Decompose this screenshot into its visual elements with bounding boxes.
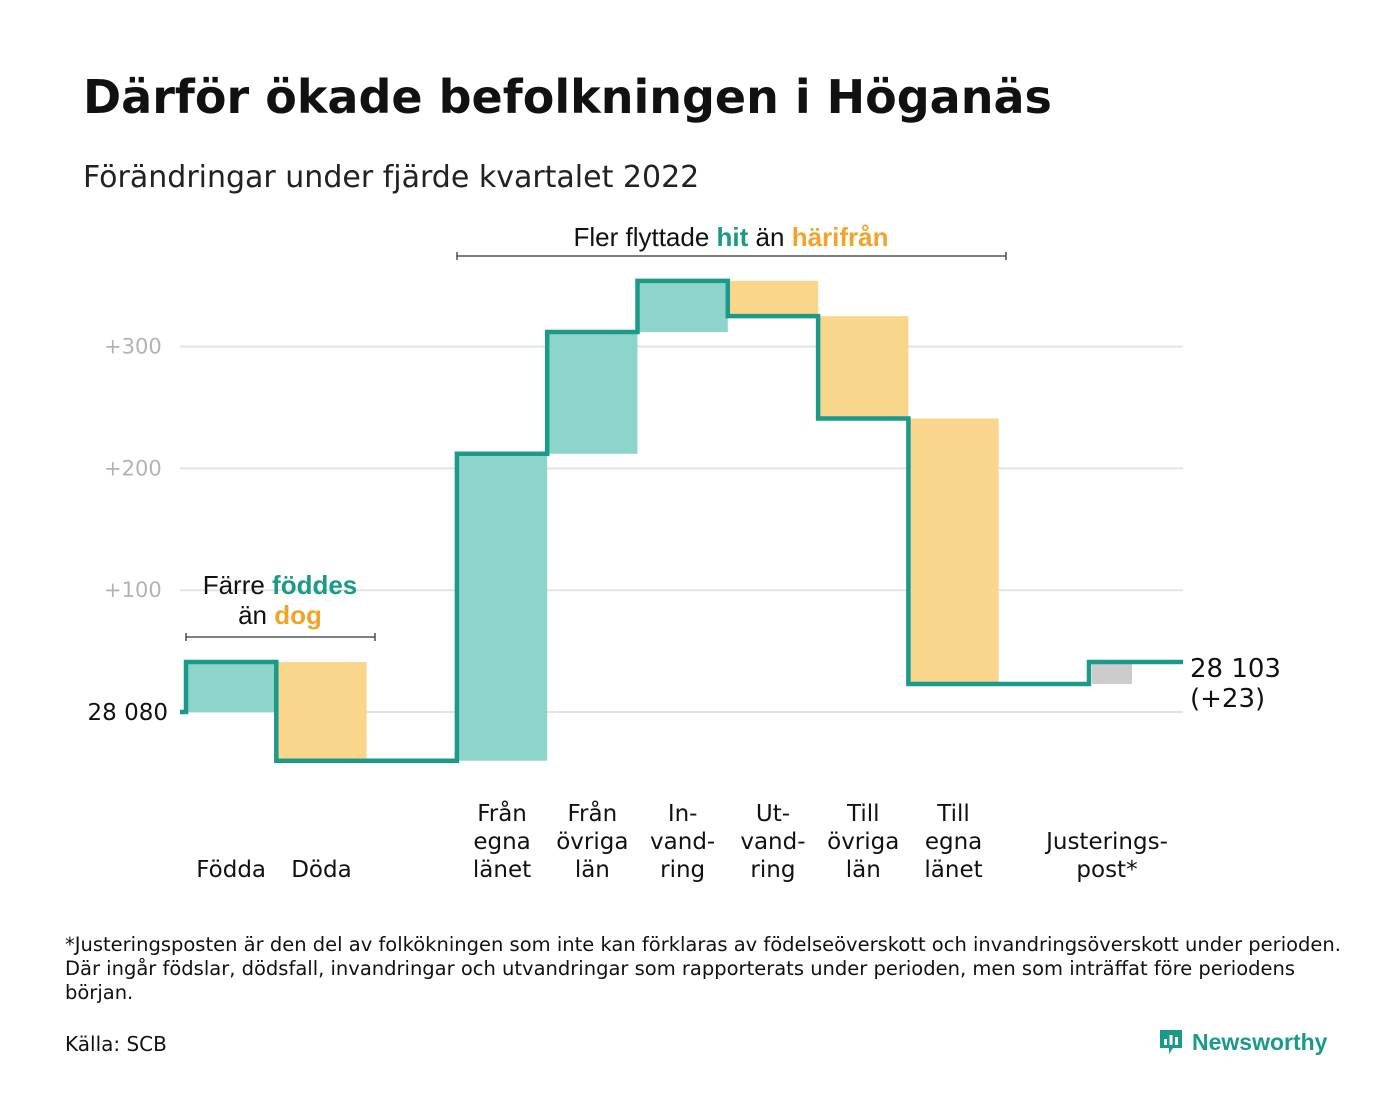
category-label: ring xyxy=(750,857,795,883)
brand-logo: Newsworthy xyxy=(1158,1027,1327,1057)
y-tick-label: +300 xyxy=(104,335,162,359)
bar-decrease xyxy=(276,662,367,761)
births-annotation-line1: Färre föddes xyxy=(203,570,358,600)
bar-increase xyxy=(637,280,728,332)
footnote: *Justeringsposten är den del av folkökni… xyxy=(65,933,1341,1004)
chart-subtitle: Förändringar under fjärde kvartalet 2022 xyxy=(83,160,700,195)
y-tick-label: +200 xyxy=(104,456,162,480)
bar-decrease xyxy=(727,280,819,317)
category-labels: Födda DödaFrånegnalänetFrånövrigalänIn-va… xyxy=(196,799,1168,883)
category-label: vand- xyxy=(650,829,715,855)
brand-name: Newsworthy xyxy=(1192,1028,1328,1055)
category-label: Till xyxy=(846,801,880,827)
bar-increase xyxy=(456,453,548,761)
bar-increase xyxy=(547,331,638,454)
bar-adjustment xyxy=(1092,662,1132,684)
y-tick-label: +100 xyxy=(104,578,162,602)
category-label: övriga xyxy=(827,829,899,855)
step-line xyxy=(180,278,1183,763)
category-label: län xyxy=(575,857,610,883)
moves-bracket xyxy=(456,252,1007,260)
births-annotation-line2: än dog xyxy=(238,600,322,630)
start-value-label: 28 080 xyxy=(88,700,168,726)
end-value-label: 28 103 xyxy=(1190,654,1281,684)
births-bracket xyxy=(185,633,376,641)
category-label: Justerings- xyxy=(1044,829,1168,855)
category-label: In- xyxy=(668,801,698,827)
moves-annotation: Fler flyttade hit än härifrån xyxy=(573,222,888,252)
bar-decrease xyxy=(818,316,909,419)
chart-title: Därför ökade befolkningen i Höganäs xyxy=(83,70,1052,124)
category-label: Från xyxy=(568,799,618,827)
category-label: egna xyxy=(925,829,982,855)
category-label: Ut- xyxy=(756,801,790,827)
category-label: Födda xyxy=(196,857,266,883)
cumulative-step-line xyxy=(180,278,1183,763)
category-label: ring xyxy=(660,857,705,883)
category-label: länet xyxy=(924,857,982,883)
waterfall-chart: +100+200+300 Födda DödaFrånegnalänetFrånö… xyxy=(88,222,1281,883)
category-label: Till xyxy=(936,801,970,827)
source-note: Källa: SCB xyxy=(65,1032,167,1056)
category-label: egna xyxy=(473,829,530,855)
newsworthy-logo-icon xyxy=(1160,1030,1182,1054)
category-label: post* xyxy=(1076,857,1137,883)
bar-increase xyxy=(186,662,277,712)
bars xyxy=(186,280,1132,761)
bar-decrease xyxy=(908,418,999,684)
category-label: län xyxy=(846,857,881,883)
category-label: Från xyxy=(477,799,527,827)
category-label: Döda xyxy=(291,857,351,883)
end-change-label: (+23) xyxy=(1190,684,1265,714)
category-label: vand- xyxy=(740,829,805,855)
category-label: länet xyxy=(473,857,531,883)
grid-lines xyxy=(180,345,1183,713)
category-label: övriga xyxy=(556,829,628,855)
y-tick-labels: +100 +200 +300 xyxy=(104,335,162,603)
